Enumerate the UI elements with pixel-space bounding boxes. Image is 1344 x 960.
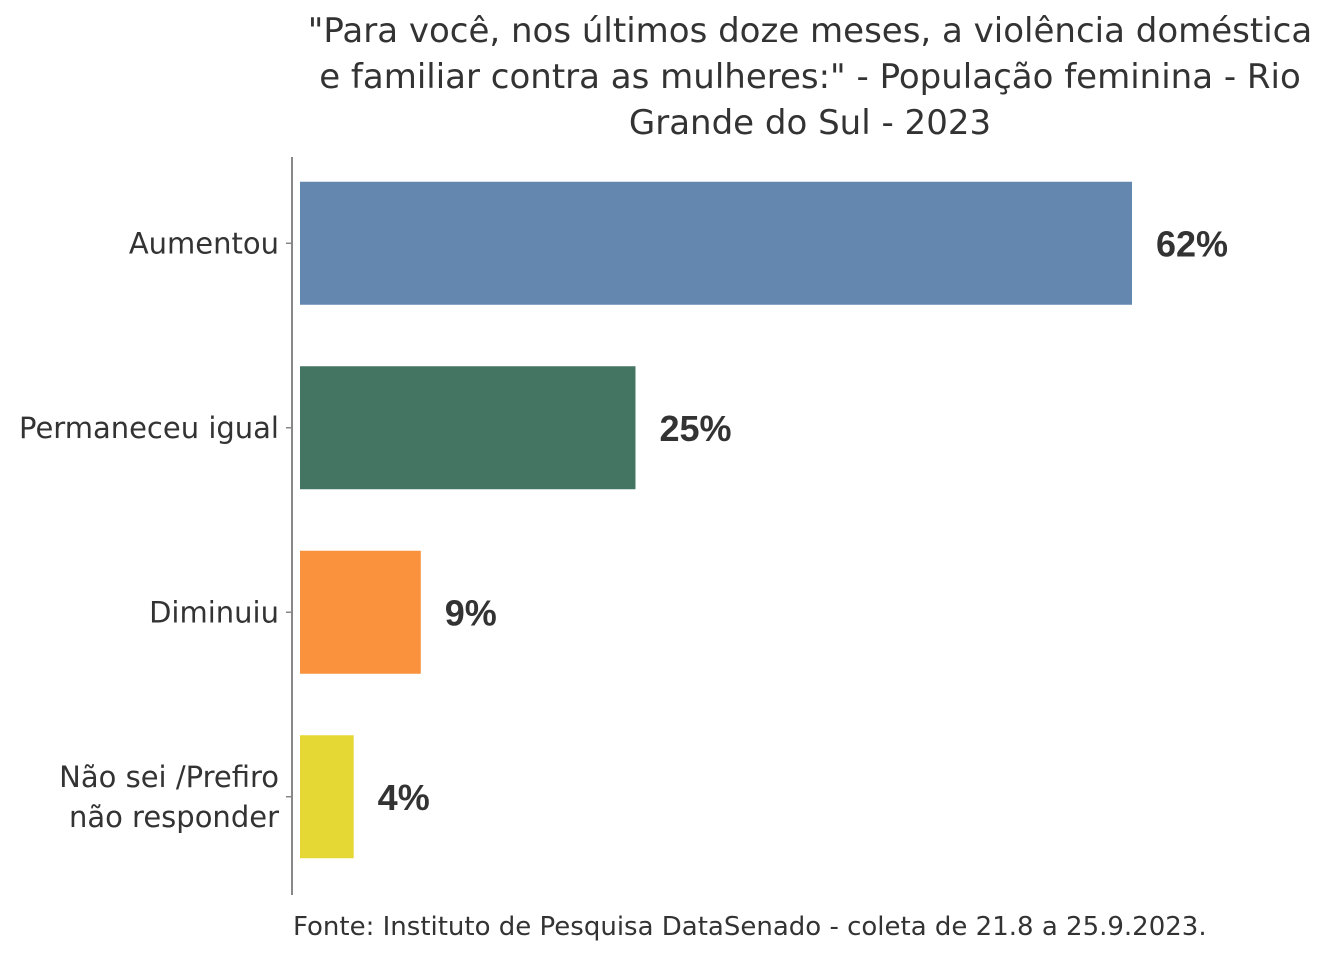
data-label: 62% xyxy=(1156,223,1228,264)
data-label: 25% xyxy=(659,408,731,449)
category-label: Não sei /Prefiro não responder xyxy=(59,760,279,834)
category-label: Permaneceu igual xyxy=(19,411,279,445)
category-label: Diminuiu xyxy=(149,595,279,629)
data-label: 9% xyxy=(445,592,497,633)
chart-title-line: e familiar contra as mulheres:" - Popula… xyxy=(319,57,1301,97)
category-label: Aumentou xyxy=(129,226,279,260)
data-label: 4% xyxy=(378,777,430,818)
chart-title-line: "Para você, nos últimos doze meses, a vi… xyxy=(307,11,1313,51)
chart-title: "Para você, nos últimos doze meses, a vi… xyxy=(290,8,1330,146)
bar-1 xyxy=(300,366,636,490)
bar-0 xyxy=(300,181,1132,305)
bar-3 xyxy=(300,735,354,859)
chart-title-line: Grande do Sul - 2023 xyxy=(628,103,992,143)
bar-2 xyxy=(300,550,421,674)
source-note: Fonte: Instituto de Pesquisa DataSenado … xyxy=(293,912,1207,942)
